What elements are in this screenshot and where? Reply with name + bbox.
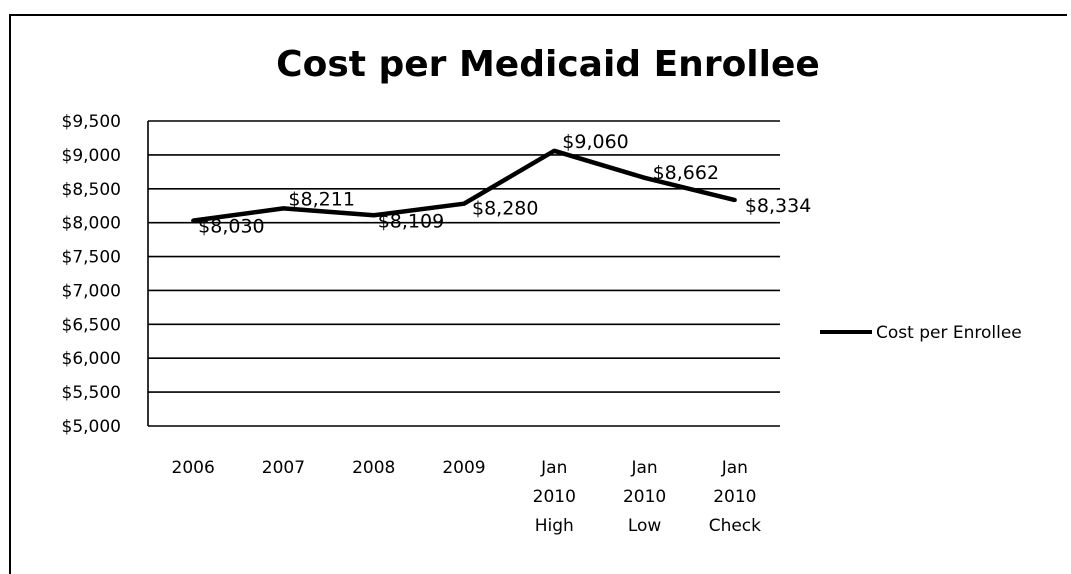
series-layer [191, 148, 737, 223]
y-tick-label: $5,500 [62, 383, 121, 403]
data-label: $8,211 [288, 188, 354, 210]
x-tick-label: Jan 2010 High [533, 458, 576, 536]
legend: Cost per Enrollee [820, 323, 1022, 343]
data-label: $8,109 [378, 210, 444, 232]
y-tick-label: $6,000 [62, 349, 121, 369]
x-axis-tick-labels: 2006 2007 2008 2009 Jan 2010 High Jan 2010 Low Jan… [172, 458, 762, 536]
gridlines [147, 120, 780, 427]
data-label: $8,030 [198, 216, 264, 238]
data-point [191, 218, 196, 223]
x-tick-label: Jan 2010 Low [623, 458, 666, 536]
data-labels: $8,030 $8,211 $8,109 $8,280 $9,060 $8,662 $8,3… [198, 131, 811, 238]
y-tick-label: $7,000 [62, 281, 121, 301]
y-tick-label: $7,500 [62, 248, 121, 268]
data-label: $9,060 [562, 131, 628, 153]
x-tick-label: Jan 2010 Check [709, 458, 761, 536]
x-tick-label: 2006 [172, 458, 215, 478]
data-point [281, 206, 286, 211]
data-label: $8,280 [472, 198, 538, 220]
x-tick-label: 2009 [442, 458, 485, 478]
y-tick-label: $9,000 [62, 146, 121, 166]
data-point [552, 148, 557, 153]
data-label: $8,334 [745, 195, 811, 217]
chart-frame [9, 14, 1067, 574]
y-tick-label: $8,500 [62, 180, 121, 200]
data-label: $8,662 [653, 162, 719, 184]
data-point [732, 198, 737, 203]
y-tick-label: $8,000 [62, 214, 121, 234]
x-tick-label: 2008 [352, 458, 395, 478]
data-point [462, 201, 466, 206]
x-tick-label: 2007 [262, 458, 305, 478]
data-point [371, 213, 376, 218]
chart-title: Cost per Medicaid Enrollee [276, 44, 820, 85]
legend-label: Cost per Enrollee [876, 323, 1022, 343]
y-tick-label: $5,000 [62, 417, 121, 437]
data-point [642, 175, 647, 180]
y-axis-tick-labels: $5,000 $5,500 $6,000 $6,500 $7,000 $7,500 $8,0… [62, 112, 121, 437]
y-tick-label: $6,500 [62, 315, 121, 335]
y-tick-label: $9,500 [62, 112, 121, 132]
